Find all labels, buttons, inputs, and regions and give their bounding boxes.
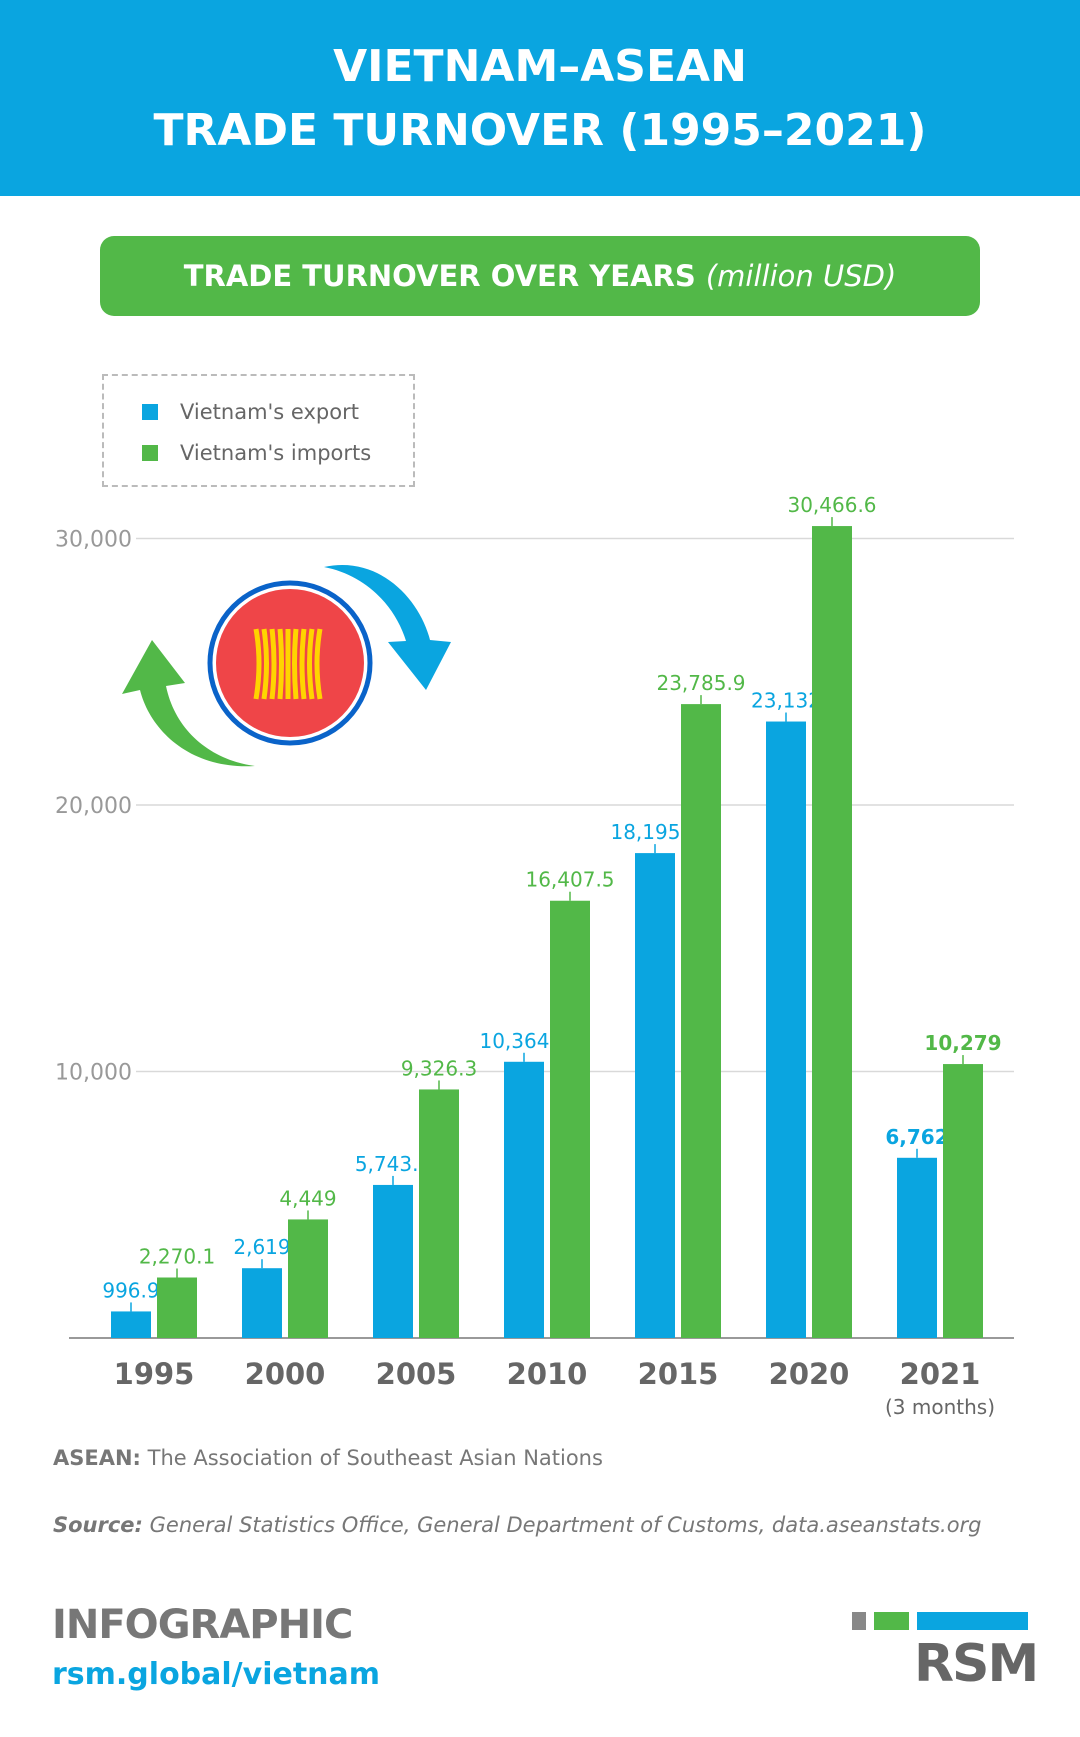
x-tick-label: 2010 <box>507 1357 588 1391</box>
y-tick-label: 10,000 <box>55 1061 132 1086</box>
value-label: 16,407.5 <box>525 868 614 892</box>
rsm-logo: RSM <box>852 1612 1039 1694</box>
bar-export <box>373 1184 413 1338</box>
bar-export <box>635 853 675 1338</box>
header: VIETNAM–ASEAN TRADE TURNOVER (1995–2021) <box>0 0 1080 196</box>
bar-imports <box>157 1277 197 1338</box>
bar-export <box>111 1311 151 1338</box>
bar-imports <box>419 1089 459 1338</box>
title-line-2: TRADE TURNOVER (1995–2021) <box>153 105 927 156</box>
x-tick-label: 2020 <box>769 1357 850 1391</box>
chart-unit: (million USD) <box>705 259 897 293</box>
legend-swatch-export <box>142 404 158 420</box>
bar-export <box>766 721 806 1338</box>
value-label: 996.9 <box>102 1278 159 1302</box>
value-label: 4,449 <box>279 1186 336 1210</box>
value-label: 30,466.6 <box>787 493 876 517</box>
asean-note: ASEAN: The Association of Southeast Asia… <box>53 1446 603 1470</box>
y-tick-label: 20,000 <box>55 794 132 819</box>
x-tick-label: 1995 <box>114 1357 195 1391</box>
x-tick-label: 2000 <box>245 1357 326 1391</box>
value-label: 23,785.9 <box>656 671 745 695</box>
website-link[interactable]: rsm.global/vietnam <box>52 1657 381 1692</box>
legend-label: Vietnam's imports <box>180 441 372 465</box>
source-text: General Statistics Office, General Depar… <box>142 1513 982 1537</box>
y-tick-label: 30,000 <box>55 528 132 553</box>
value-label: 2,619 <box>233 1235 290 1259</box>
value-label: 9,326.3 <box>401 1056 477 1080</box>
bar-export <box>504 1061 544 1338</box>
logo-text: RSM <box>914 1634 1039 1694</box>
x-tick-label: 2015 <box>638 1357 719 1391</box>
bar-imports <box>681 704 721 1338</box>
source-label: Source: <box>53 1513 143 1537</box>
bar-imports <box>812 526 852 1338</box>
value-label: 6,762 <box>885 1125 948 1149</box>
x-tick-label: 2021 <box>900 1357 981 1391</box>
chart-title: TRADE TURNOVER OVER YEARS <box>183 259 696 293</box>
chart-title-banner: TRADE TURNOVER OVER YEARS (million USD) <box>100 236 980 316</box>
bar-imports <box>288 1219 328 1338</box>
legend-item-export: Vietnam's export <box>142 400 359 424</box>
title-line-1: VIETNAM–ASEAN <box>333 41 747 92</box>
legend-swatch-imports <box>142 445 158 461</box>
bar-imports <box>943 1064 983 1338</box>
logo-bar-blue <box>917 1612 1028 1630</box>
legend-label: Vietnam's export <box>180 400 359 424</box>
legend-item-imports: Vietnam's imports <box>142 441 371 465</box>
value-label: 5,743.5 <box>355 1152 431 1176</box>
source-note: Source: General Statistics Office, Gener… <box>53 1513 982 1537</box>
note-text: The Association of Southeast Asian Natio… <box>140 1446 603 1470</box>
legend: Vietnam's export Vietnam's imports <box>102 374 415 487</box>
x-tick-label: 2005 <box>376 1357 457 1391</box>
bar-chart: 10,000 20,000 30,000 996.9 2,270.1 1995 2,619… <box>55 493 1014 1419</box>
bar-export <box>242 1268 282 1338</box>
blue-curved-arrow-icon <box>324 565 451 690</box>
green-curved-arrow-icon <box>122 640 255 767</box>
x-tick-note: (3 months) <box>885 1395 995 1419</box>
note-label: ASEAN: <box>53 1446 141 1470</box>
infographic-label: INFOGRAPHIC <box>52 1602 353 1648</box>
value-label: 10,279 <box>924 1031 1001 1055</box>
asean-emblem <box>122 565 451 767</box>
value-label: 2,270.1 <box>139 1245 215 1269</box>
bar-imports <box>550 900 590 1338</box>
logo-square-gray <box>852 1612 866 1630</box>
logo-square-green <box>874 1612 909 1630</box>
value-label: 23,132 <box>751 689 821 713</box>
bar-export <box>897 1157 937 1338</box>
